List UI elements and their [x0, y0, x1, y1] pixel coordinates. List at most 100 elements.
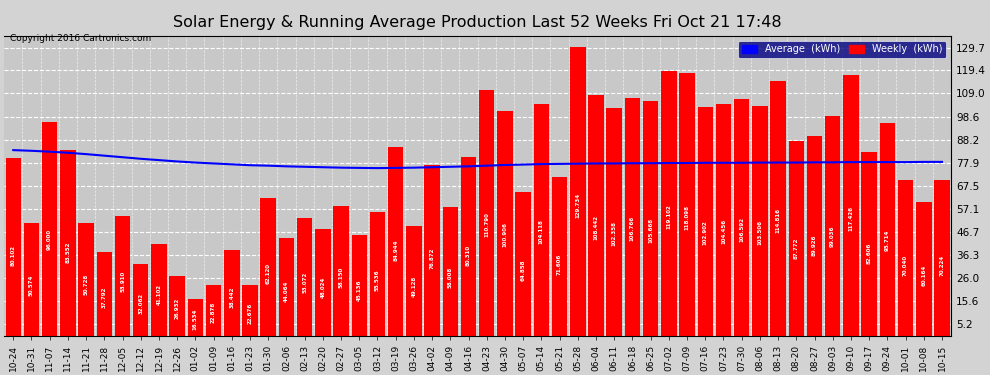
Text: 96.000: 96.000 [48, 229, 52, 250]
Bar [206, 285, 222, 336]
Text: 44.064: 44.064 [284, 281, 289, 302]
Text: 37.792: 37.792 [102, 287, 107, 309]
Text: 106.766: 106.766 [630, 216, 635, 242]
Text: 105.668: 105.668 [648, 217, 653, 243]
Text: 45.136: 45.136 [356, 280, 361, 301]
Bar [351, 236, 367, 336]
Bar [42, 122, 57, 336]
Bar [369, 212, 385, 336]
Bar [679, 73, 695, 336]
Text: 50.728: 50.728 [83, 274, 89, 296]
Text: 95.714: 95.714 [885, 229, 890, 251]
Bar [425, 165, 440, 336]
Text: 58.150: 58.150 [339, 267, 344, 288]
Text: 64.858: 64.858 [521, 260, 526, 282]
Text: 32.062: 32.062 [139, 293, 144, 314]
Text: 50.574: 50.574 [29, 274, 34, 296]
Title: Solar Energy & Running Average Production Last 52 Weeks Fri Oct 21 17:48: Solar Energy & Running Average Productio… [173, 15, 782, 30]
Bar [151, 244, 166, 336]
Bar [607, 108, 622, 336]
Text: 71.606: 71.606 [557, 254, 562, 274]
Text: 117.426: 117.426 [848, 206, 853, 231]
Bar [861, 152, 877, 336]
Bar [843, 75, 858, 336]
Bar [807, 136, 823, 336]
Bar [133, 264, 148, 336]
Text: 48.024: 48.024 [321, 277, 326, 298]
Bar [388, 147, 404, 336]
Bar [315, 229, 331, 336]
Bar [551, 177, 567, 336]
Bar [115, 216, 131, 336]
Bar [789, 141, 804, 336]
Text: 118.098: 118.098 [684, 205, 690, 230]
Text: 49.128: 49.128 [412, 276, 417, 297]
Text: 83.552: 83.552 [65, 242, 70, 263]
Text: 22.878: 22.878 [211, 302, 216, 323]
Text: 106.592: 106.592 [740, 216, 744, 242]
Text: 58.008: 58.008 [447, 267, 452, 288]
Text: 55.536: 55.536 [375, 269, 380, 291]
Bar [479, 90, 494, 336]
Text: 102.902: 102.902 [703, 220, 708, 245]
Bar [935, 180, 949, 336]
Bar [898, 180, 914, 336]
Bar [297, 218, 313, 336]
Bar [916, 202, 932, 336]
Text: 104.456: 104.456 [721, 219, 726, 244]
Bar [243, 285, 257, 336]
Text: 62.120: 62.120 [265, 263, 270, 284]
Text: 100.906: 100.906 [503, 222, 508, 247]
Text: 80.102: 80.102 [11, 245, 16, 266]
Bar [880, 123, 895, 336]
Bar [460, 157, 476, 336]
Text: 89.926: 89.926 [812, 235, 817, 256]
Bar [497, 111, 513, 336]
Bar [279, 238, 294, 336]
Text: 70.040: 70.040 [903, 255, 908, 276]
Bar [60, 150, 75, 336]
Text: 129.734: 129.734 [575, 194, 580, 219]
Text: 110.790: 110.790 [484, 212, 489, 237]
Bar [770, 81, 786, 336]
Bar [625, 99, 641, 336]
Bar [716, 104, 732, 336]
Bar [516, 192, 531, 336]
Bar [260, 198, 276, 336]
Bar [643, 101, 658, 336]
Bar [443, 207, 458, 336]
Text: 70.224: 70.224 [940, 255, 944, 276]
Bar [534, 104, 549, 336]
Bar [334, 206, 348, 336]
Text: 38.442: 38.442 [230, 286, 235, 308]
Text: 99.036: 99.036 [831, 226, 836, 247]
Bar [752, 106, 767, 336]
Bar [570, 48, 585, 336]
Text: 119.102: 119.102 [666, 204, 671, 229]
Text: 102.358: 102.358 [612, 221, 617, 246]
Bar [224, 250, 240, 336]
Text: 60.164: 60.164 [922, 265, 927, 286]
Text: 80.310: 80.310 [466, 245, 471, 266]
Text: 22.676: 22.676 [248, 302, 252, 324]
Text: 114.816: 114.816 [775, 209, 780, 233]
Text: Copyright 2016 Cartronics.com: Copyright 2016 Cartronics.com [10, 34, 151, 43]
Bar [698, 107, 713, 336]
Bar [6, 158, 21, 336]
Text: 104.118: 104.118 [539, 219, 544, 244]
Text: 103.506: 103.506 [757, 220, 762, 245]
Text: 26.932: 26.932 [174, 298, 179, 319]
Bar [825, 116, 841, 336]
Text: 82.606: 82.606 [866, 242, 871, 264]
Bar [78, 223, 94, 336]
Text: 53.072: 53.072 [302, 272, 307, 293]
Bar [188, 299, 203, 336]
Legend: Average  (kWh), Weekly  (kWh): Average (kWh), Weekly (kWh) [739, 40, 946, 58]
Bar [588, 95, 604, 336]
Bar [97, 252, 112, 336]
Text: 87.772: 87.772 [794, 237, 799, 258]
Text: 16.534: 16.534 [193, 308, 198, 330]
Bar [24, 223, 40, 336]
Text: 41.102: 41.102 [156, 284, 161, 305]
Bar [169, 276, 185, 336]
